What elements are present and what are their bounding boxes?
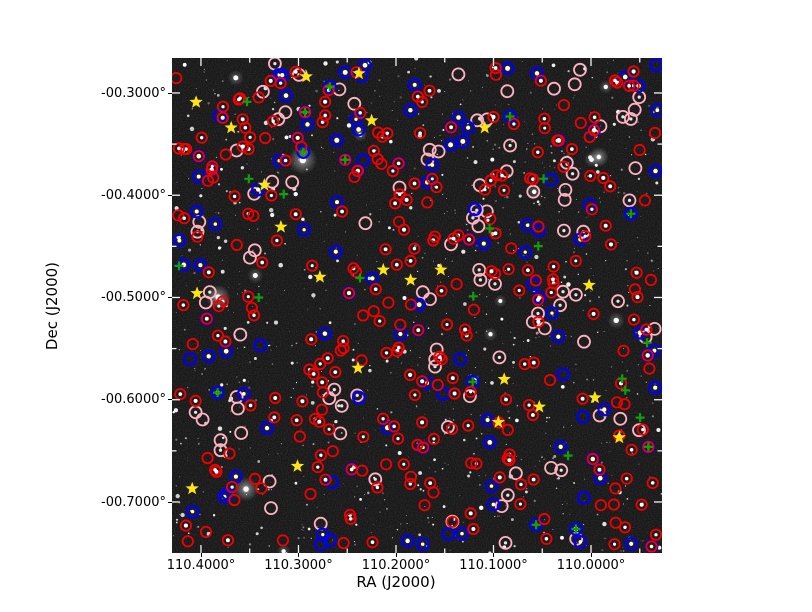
pink-circle-markers: [188, 58, 662, 550]
y-tick-label: -00.6000°: [101, 392, 166, 408]
y-tick-label: -00.7000°: [101, 494, 166, 510]
x-tick-label: 110.4000°: [166, 558, 236, 573]
x-tick-label: 110.0000°: [556, 558, 626, 573]
x-outer-tick: [200, 553, 202, 557]
sky-image-svg: [172, 58, 662, 553]
x-outer-tick: [395, 553, 397, 557]
inner-tick-marks: [172, 58, 662, 553]
x-outer-tick: [590, 553, 592, 557]
sky-image-plot: [172, 58, 662, 553]
y-outer-tick: [168, 297, 172, 298]
y-outer-tick: [168, 501, 172, 503]
y-outer-tick: [168, 194, 172, 196]
x-outer-tick: [298, 553, 299, 557]
green-cross-markers: [174, 82, 653, 534]
y-outer-tick: [168, 399, 172, 401]
y-tick-label: -00.3000°: [101, 85, 166, 101]
x-axis-title: RA (J2000): [356, 573, 436, 591]
y-tick-label: -00.5000°: [101, 290, 166, 305]
yellow-star-markers: [185, 66, 626, 495]
x-outer-tick: [493, 553, 494, 557]
y-outer-tick: [168, 92, 172, 94]
x-tick-label: 110.1000°: [459, 558, 528, 573]
background-stars: [172, 58, 662, 553]
y-axis-title: Dec (J2000): [43, 261, 61, 351]
x-tick-label: 110.2000°: [361, 558, 431, 573]
y-tick-label: -00.4000°: [101, 187, 166, 203]
x-tick-label: 110.3000°: [264, 558, 333, 573]
